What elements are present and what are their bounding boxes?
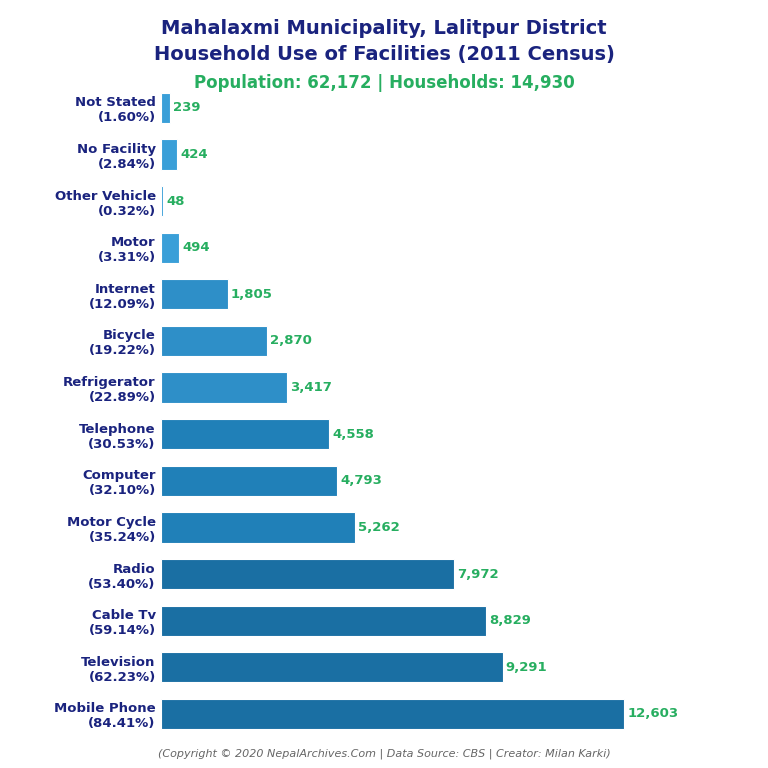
Text: 8,829: 8,829 (489, 614, 531, 627)
Text: 12,603: 12,603 (627, 707, 679, 720)
Text: 48: 48 (167, 194, 185, 207)
Bar (161, 139, 177, 170)
Bar (161, 512, 355, 543)
Bar (161, 465, 337, 496)
Text: 4,558: 4,558 (332, 428, 374, 441)
Text: 239: 239 (174, 101, 201, 114)
Text: Mahalaxmi Municipality, Lalitpur District: Mahalaxmi Municipality, Lalitpur Distric… (161, 19, 607, 38)
Text: Household Use of Facilities (2011 Census): Household Use of Facilities (2011 Census… (154, 45, 614, 64)
Text: 7,972: 7,972 (458, 568, 499, 581)
Bar (161, 372, 286, 402)
Text: 5,262: 5,262 (358, 521, 399, 534)
Bar (161, 186, 163, 217)
Bar (161, 279, 227, 310)
Text: 4,793: 4,793 (341, 475, 382, 488)
Text: 1,805: 1,805 (231, 288, 273, 301)
Text: 494: 494 (183, 241, 210, 254)
Text: (Copyright © 2020 NepalArchives.Com | Data Source: CBS | Creator: Milan Karki): (Copyright © 2020 NepalArchives.Com | Da… (157, 748, 611, 759)
Text: 2,870: 2,870 (270, 334, 312, 347)
Bar (161, 605, 485, 636)
Text: Population: 62,172 | Households: 14,930: Population: 62,172 | Households: 14,930 (194, 74, 574, 92)
Bar (161, 559, 454, 589)
Text: 3,417: 3,417 (290, 381, 332, 394)
Text: 9,291: 9,291 (506, 660, 548, 674)
Text: 424: 424 (180, 148, 208, 161)
Bar (161, 652, 502, 683)
Bar (161, 419, 329, 449)
Bar (161, 233, 180, 263)
Bar (161, 93, 170, 123)
Bar (161, 326, 266, 356)
Bar (161, 699, 624, 729)
